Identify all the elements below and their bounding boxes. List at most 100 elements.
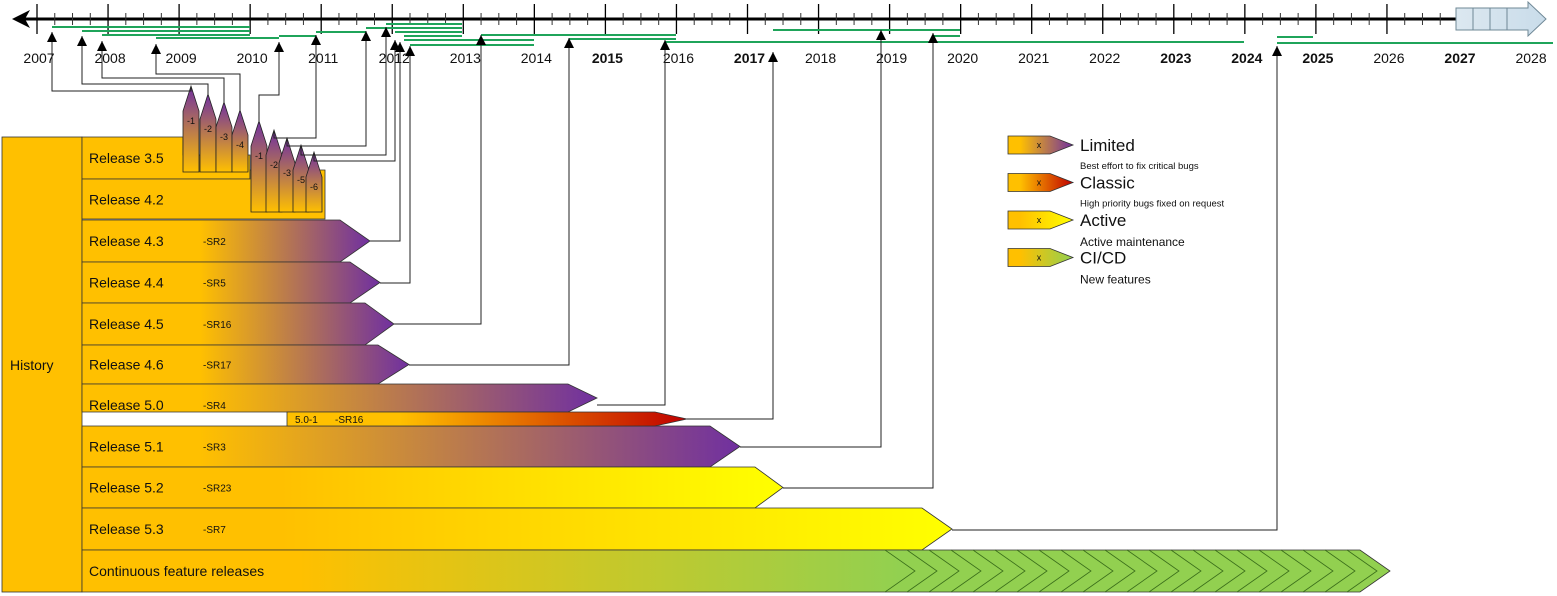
patch-label: -2 (204, 124, 212, 134)
patch-label: -3 (220, 132, 228, 142)
chevron-icon (1060, 549, 1092, 593)
release-sr-label: -SR4 (203, 401, 226, 412)
release-sr-label: -SR5 (203, 279, 226, 290)
chevron-icon (928, 549, 960, 593)
sub-release-label: 5.0-1 (295, 415, 318, 426)
year-label: 2011 (308, 50, 338, 66)
history-label: History (10, 357, 54, 373)
arrow-up-icon (361, 31, 371, 41)
chevron-icon (1236, 549, 1268, 593)
release-bar (81, 302, 395, 346)
year-label: 2008 (94, 50, 125, 66)
connector-line (258, 42, 280, 121)
legend-swatch (1007, 173, 1075, 192)
chevron-icon (1170, 549, 1202, 593)
patch-label: -1 (187, 116, 195, 126)
legend-description: High priority bugs fixed on request (1080, 199, 1225, 210)
patch-spike (182, 84, 200, 173)
arrow-up-icon (768, 52, 778, 62)
connector-line (952, 46, 1278, 531)
timeline-left-arrow-icon (12, 10, 30, 28)
chevron-icon (1258, 549, 1290, 593)
chevron-icon (906, 549, 938, 593)
legend-description: Best effort to fix critical bugs (1080, 161, 1199, 172)
continuous-release-bar (81, 549, 1391, 593)
arrow-up-icon (47, 32, 57, 42)
legend-title: Limited (1080, 136, 1135, 155)
release-bars (1, 84, 1391, 593)
release-sr-label: -SR3 (203, 443, 226, 454)
release-bar (81, 507, 953, 551)
arrow-up-icon (476, 35, 486, 45)
arrow-up-icon (311, 35, 321, 45)
arrow-up-icon (660, 40, 670, 50)
release-label: Release 4.3 (89, 233, 164, 249)
chevron-icon (1104, 549, 1136, 593)
arrow-up-icon (928, 33, 938, 43)
release-label: Release 4.4 (89, 275, 164, 291)
connector-line (597, 40, 666, 406)
release-label: Release 3.5 (89, 150, 164, 166)
release-bar (81, 466, 784, 509)
chevron-icon (950, 549, 982, 593)
year-label: 2024 (1231, 50, 1262, 66)
arrow-up-icon (395, 42, 405, 52)
patch-label: -2 (270, 160, 278, 170)
patch-label: -1 (255, 151, 263, 161)
year-label: 2007 (23, 50, 54, 66)
legend-mark: x (1037, 178, 1042, 188)
patch-spike (305, 150, 323, 213)
release-label: Release 5.0 (89, 397, 164, 413)
chevron-icon (994, 549, 1026, 593)
release-bar (81, 344, 410, 385)
chevron-icon (1192, 549, 1224, 593)
legend-swatch (1007, 248, 1075, 267)
connector-line (300, 27, 387, 156)
year-label: 2028 (1515, 50, 1546, 66)
release-bar (81, 425, 741, 468)
sub-release-sr: -SR16 (335, 415, 364, 426)
year-label: 2018 (805, 50, 836, 66)
chevron-icon (884, 549, 916, 593)
legend-description: Active maintenance (1080, 235, 1185, 249)
release-sr-label: -SR23 (203, 484, 232, 495)
year-label: 2015 (592, 50, 623, 66)
legend: x Limited Best effort to fix critical bugs… (1007, 135, 1225, 287)
connector-line (687, 52, 774, 420)
legend-mark: x (1037, 215, 1042, 225)
release-label: Release 5.1 (89, 439, 164, 455)
patch-spike (278, 136, 296, 213)
release-bar (81, 383, 598, 413)
release-sr-label: -SR7 (203, 525, 226, 536)
patch-label: -3 (283, 168, 291, 178)
patch-label: -4 (236, 140, 244, 150)
release-label: Release 5.2 (89, 480, 164, 496)
connector-line (155, 44, 241, 110)
legend-title: Active (1080, 211, 1126, 230)
chevron-icon (972, 549, 1004, 593)
arrow-up-icon (405, 46, 415, 56)
year-label: 2020 (947, 50, 978, 66)
release-sr-label: -SR2 (203, 237, 226, 248)
connector-line (740, 30, 882, 448)
connector-line (101, 41, 225, 102)
arrow-up-icon (381, 27, 391, 37)
connector-line (273, 35, 317, 139)
year-label: 2027 (1444, 50, 1475, 66)
support-periods (52, 23, 1553, 46)
arrow-up-icon (274, 42, 284, 52)
timeline-axis: 2007 2008 2009 2010 2011 2012 2013 2014 2015 2016… (12, 0, 1547, 66)
release-sr-label: -SR17 (203, 361, 232, 372)
chevron-icon (1324, 549, 1356, 593)
legend-title: CI/CD (1080, 249, 1126, 268)
chevron-icon (1126, 549, 1158, 593)
connectors (47, 27, 1282, 531)
release-label: Release 5.3 (89, 521, 164, 537)
legend-swatch (1007, 210, 1075, 230)
year-label: 2026 (1373, 50, 1404, 66)
year-label: 2014 (521, 50, 552, 66)
connector-line (51, 32, 192, 92)
year-label: 2013 (450, 50, 481, 66)
year-label: 2010 (237, 50, 268, 66)
